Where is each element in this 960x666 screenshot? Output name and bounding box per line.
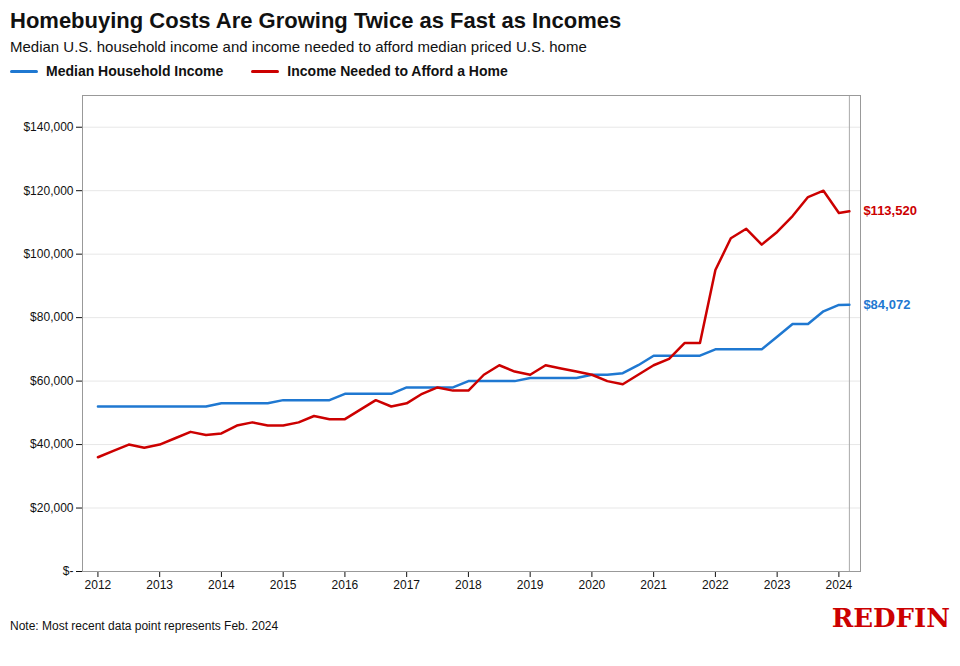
svg-text:$100,000: $100,000 (23, 247, 73, 261)
svg-text:2017: 2017 (393, 578, 420, 592)
svg-text:$40,000: $40,000 (30, 437, 74, 451)
svg-text:2016: 2016 (332, 578, 359, 592)
svg-text:$120,000: $120,000 (23, 184, 73, 198)
svg-text:2024: 2024 (826, 578, 853, 592)
html-text:Median Household Income: Median Household Income (46, 63, 224, 79)
svg-text:2013: 2013 (146, 578, 173, 592)
svg-text:$20,000: $20,000 (30, 501, 74, 515)
svg-text:2012: 2012 (85, 578, 112, 592)
svg-text:2015: 2015 (270, 578, 297, 592)
svg-text:2020: 2020 (579, 578, 606, 592)
html-text:Median U.S. household income a: Median U.S. household income and income … (10, 38, 587, 55)
html-text:REDFIN: REDFIN (831, 603, 950, 633)
html-text:Note: Most recent data point r: Note: Most recent data point represents … (10, 619, 279, 633)
svg-text:2022: 2022 (702, 578, 729, 592)
svg-text:2014: 2014 (208, 578, 235, 592)
svg-text:2023: 2023 (764, 578, 791, 592)
svg-text:2018: 2018 (455, 578, 482, 592)
svg-text:$84,072: $84,072 (863, 297, 910, 312)
svg-text:$-: $- (63, 564, 74, 578)
svg-text:$113,520: $113,520 (863, 203, 917, 218)
html-text:Homebuying Costs Are Growing T: Homebuying Costs Are Growing Twice as Fa… (10, 8, 622, 33)
html-text:Income Needed to Afford a Home: Income Needed to Afford a Home (287, 63, 508, 79)
svg-text:2019: 2019 (517, 578, 544, 592)
svg-text:$60,000: $60,000 (30, 374, 74, 388)
svg-text:$80,000: $80,000 (30, 310, 74, 324)
svg-text:$140,000: $140,000 (23, 120, 73, 134)
svg-text:2021: 2021 (640, 578, 667, 592)
